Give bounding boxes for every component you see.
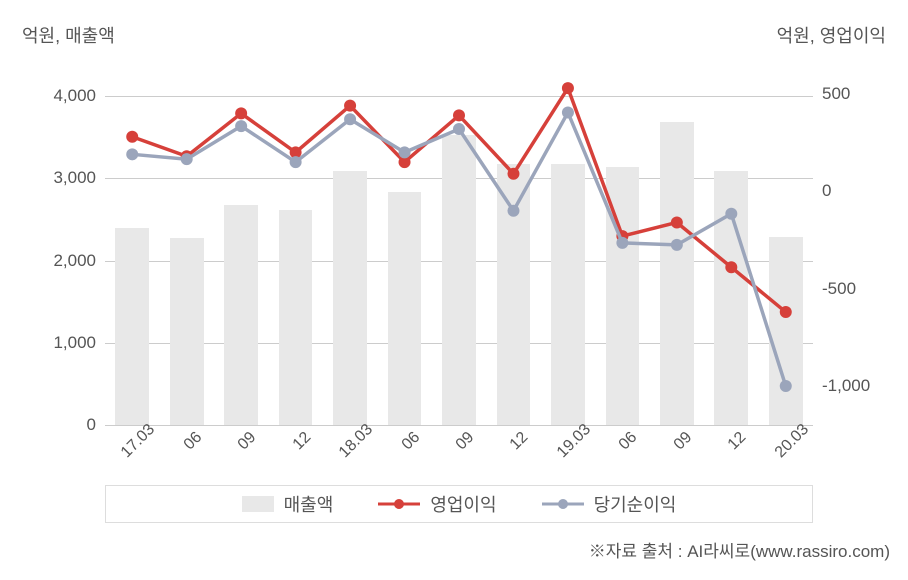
- y-tick-right: 0: [822, 181, 892, 201]
- line-marker: [616, 237, 628, 249]
- line-marker: [725, 208, 737, 220]
- line-marker: [507, 168, 519, 180]
- x-tick: 06: [398, 429, 423, 454]
- x-tick: 19.03: [554, 421, 595, 462]
- line-marker: [453, 123, 465, 135]
- legend-item-line1: 영업이익: [378, 491, 496, 517]
- legend-label: 영업이익: [430, 491, 496, 517]
- legend-label: 매출액: [284, 491, 334, 517]
- line-marker: [780, 306, 792, 318]
- x-tick: 12: [507, 429, 532, 454]
- y-tick-right: -1,000: [822, 376, 892, 396]
- line-marker: [780, 380, 792, 392]
- line-marker: [235, 120, 247, 132]
- line-marker: [126, 148, 138, 160]
- legend-item-line2: 당기순이익: [542, 491, 677, 517]
- left-axis-label: 억원, 매출액: [22, 22, 115, 48]
- line-marker: [562, 82, 574, 94]
- x-tick: 17.03: [118, 421, 159, 462]
- line-marker: [725, 261, 737, 273]
- y-tick-left: 4,000: [36, 86, 96, 106]
- x-tick: 09: [453, 429, 478, 454]
- line-series: [132, 88, 786, 312]
- y-tick-right: 500: [822, 84, 892, 104]
- line-marker: [344, 100, 356, 112]
- financial-chart: 억원, 매출액 억원, 영업이익 매출액 영업이익 당기순이익 ※자료 출처 :…: [0, 0, 908, 580]
- legend-item-bars: 매출액: [242, 491, 334, 517]
- y-tick-left: 2,000: [36, 251, 96, 271]
- x-tick: 18.03: [336, 421, 377, 462]
- legend: 매출액 영업이익 당기순이익: [105, 485, 813, 523]
- line-marker: [181, 153, 193, 165]
- line-marker: [344, 113, 356, 125]
- gridline: [105, 425, 813, 426]
- y-tick-left: 0: [36, 415, 96, 435]
- legend-swatch-line1: [378, 494, 420, 514]
- legend-swatch-bar: [242, 496, 274, 512]
- legend-swatch-line2: [542, 494, 584, 514]
- y-tick-right: -500: [822, 279, 892, 299]
- plot-area: [105, 55, 813, 425]
- line-marker: [126, 131, 138, 143]
- x-tick: 20.03: [772, 421, 813, 462]
- lines-layer: [105, 55, 813, 425]
- y-tick-left: 3,000: [36, 168, 96, 188]
- x-tick: 09: [235, 429, 260, 454]
- legend-label: 당기순이익: [594, 491, 677, 517]
- line-marker: [507, 205, 519, 217]
- line-marker: [399, 146, 411, 158]
- line-marker: [235, 107, 247, 119]
- x-tick: 06: [616, 429, 641, 454]
- line-marker: [562, 106, 574, 118]
- line-marker: [453, 109, 465, 121]
- x-tick: 12: [725, 429, 750, 454]
- line-marker: [671, 239, 683, 251]
- line-marker: [290, 156, 302, 168]
- line-marker: [671, 216, 683, 228]
- y-tick-left: 1,000: [36, 333, 96, 353]
- x-tick: 06: [180, 429, 205, 454]
- x-tick: 12: [289, 429, 314, 454]
- x-tick: 09: [671, 429, 696, 454]
- line-series: [132, 112, 786, 386]
- right-axis-label: 억원, 영업이익: [777, 22, 886, 48]
- source-attribution: ※자료 출처 : AI라씨로(www.rassiro.com): [589, 537, 890, 562]
